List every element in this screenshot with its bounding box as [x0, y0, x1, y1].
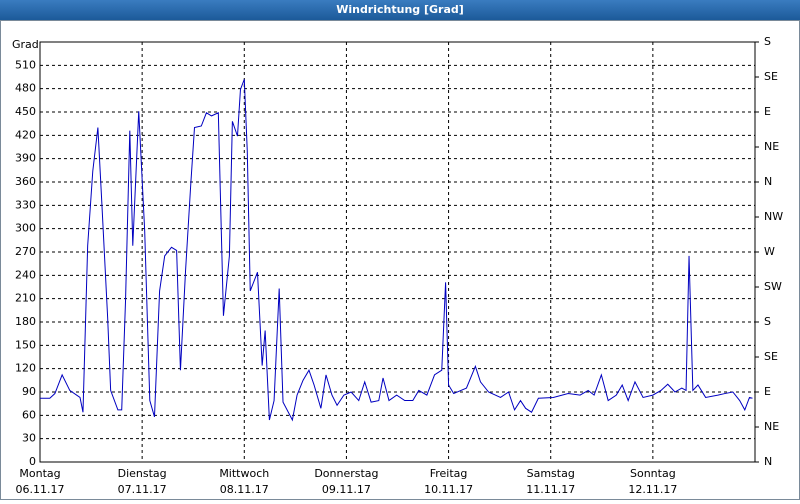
x-tick-date: 12.11.17 [628, 483, 677, 496]
x-tick-label: Donnerstag [314, 467, 378, 480]
y2-tick-label: N [764, 455, 772, 468]
y-tick-label: 30 [22, 432, 36, 445]
y2-tick-label: E [764, 105, 771, 118]
x-tick-date: 06.11.17 [16, 483, 65, 496]
y-tick-label: 510 [15, 58, 36, 71]
y-tick-label: 360 [15, 175, 36, 188]
y-tick-label: 0 [29, 455, 36, 468]
y-tick-label: 180 [15, 315, 36, 328]
y2-tick-label: W [764, 245, 775, 258]
x-tick-date: 08.11.17 [220, 483, 269, 496]
chart-title: Windrichtung [Grad] [336, 3, 464, 16]
y2-tick-label: N [764, 175, 772, 188]
x-tick-label: Samstag [527, 467, 575, 480]
x-tick-label: Mittwoch [219, 467, 269, 480]
x-tick-date: 09.11.17 [322, 483, 371, 496]
y-tick-label: 480 [15, 82, 36, 95]
y2-tick-label: SE [764, 350, 778, 363]
series-line [40, 79, 753, 422]
y2-tick-label: SE [764, 70, 778, 83]
y-tick-label: 330 [15, 198, 36, 211]
y2-tick-label: SW [764, 280, 782, 293]
y2-tick-label: E [764, 385, 771, 398]
plot-border [39, 41, 756, 463]
x-tick-label: Dienstag [118, 467, 167, 480]
y-tick-label: 390 [15, 152, 36, 165]
y-tick-label: 450 [15, 105, 36, 118]
y-tick-label: 150 [15, 338, 36, 351]
x-tick-label: Sonntag [630, 467, 676, 480]
y2-tick-label: NE [764, 420, 779, 433]
x-tick-date: 11.11.17 [526, 483, 575, 496]
y-tick-label: 300 [15, 222, 36, 235]
x-tick-date: 07.11.17 [118, 483, 167, 496]
y-tick-label: 420 [15, 128, 36, 141]
y-tick-label: 60 [22, 408, 36, 421]
frame [0, 20, 800, 500]
y2-tick-label: S [764, 315, 771, 328]
x-tick-label: Montag [19, 467, 60, 480]
y-tick-label: 210 [15, 292, 36, 305]
y2-tick-label: S [764, 35, 771, 48]
y-tick-label: 90 [22, 385, 36, 398]
x-tick-date: 10.11.17 [424, 483, 473, 496]
y-tick-label: 270 [15, 245, 36, 258]
y-axis-label: Grad [12, 38, 39, 51]
y2-tick-label: NE [764, 140, 779, 153]
y-tick-label: 120 [15, 362, 36, 375]
y-tick-label: 240 [15, 268, 36, 281]
x-tick-label: Freitag [430, 467, 468, 480]
y2-tick-label: NW [764, 210, 783, 223]
title-bar [0, 0, 800, 20]
